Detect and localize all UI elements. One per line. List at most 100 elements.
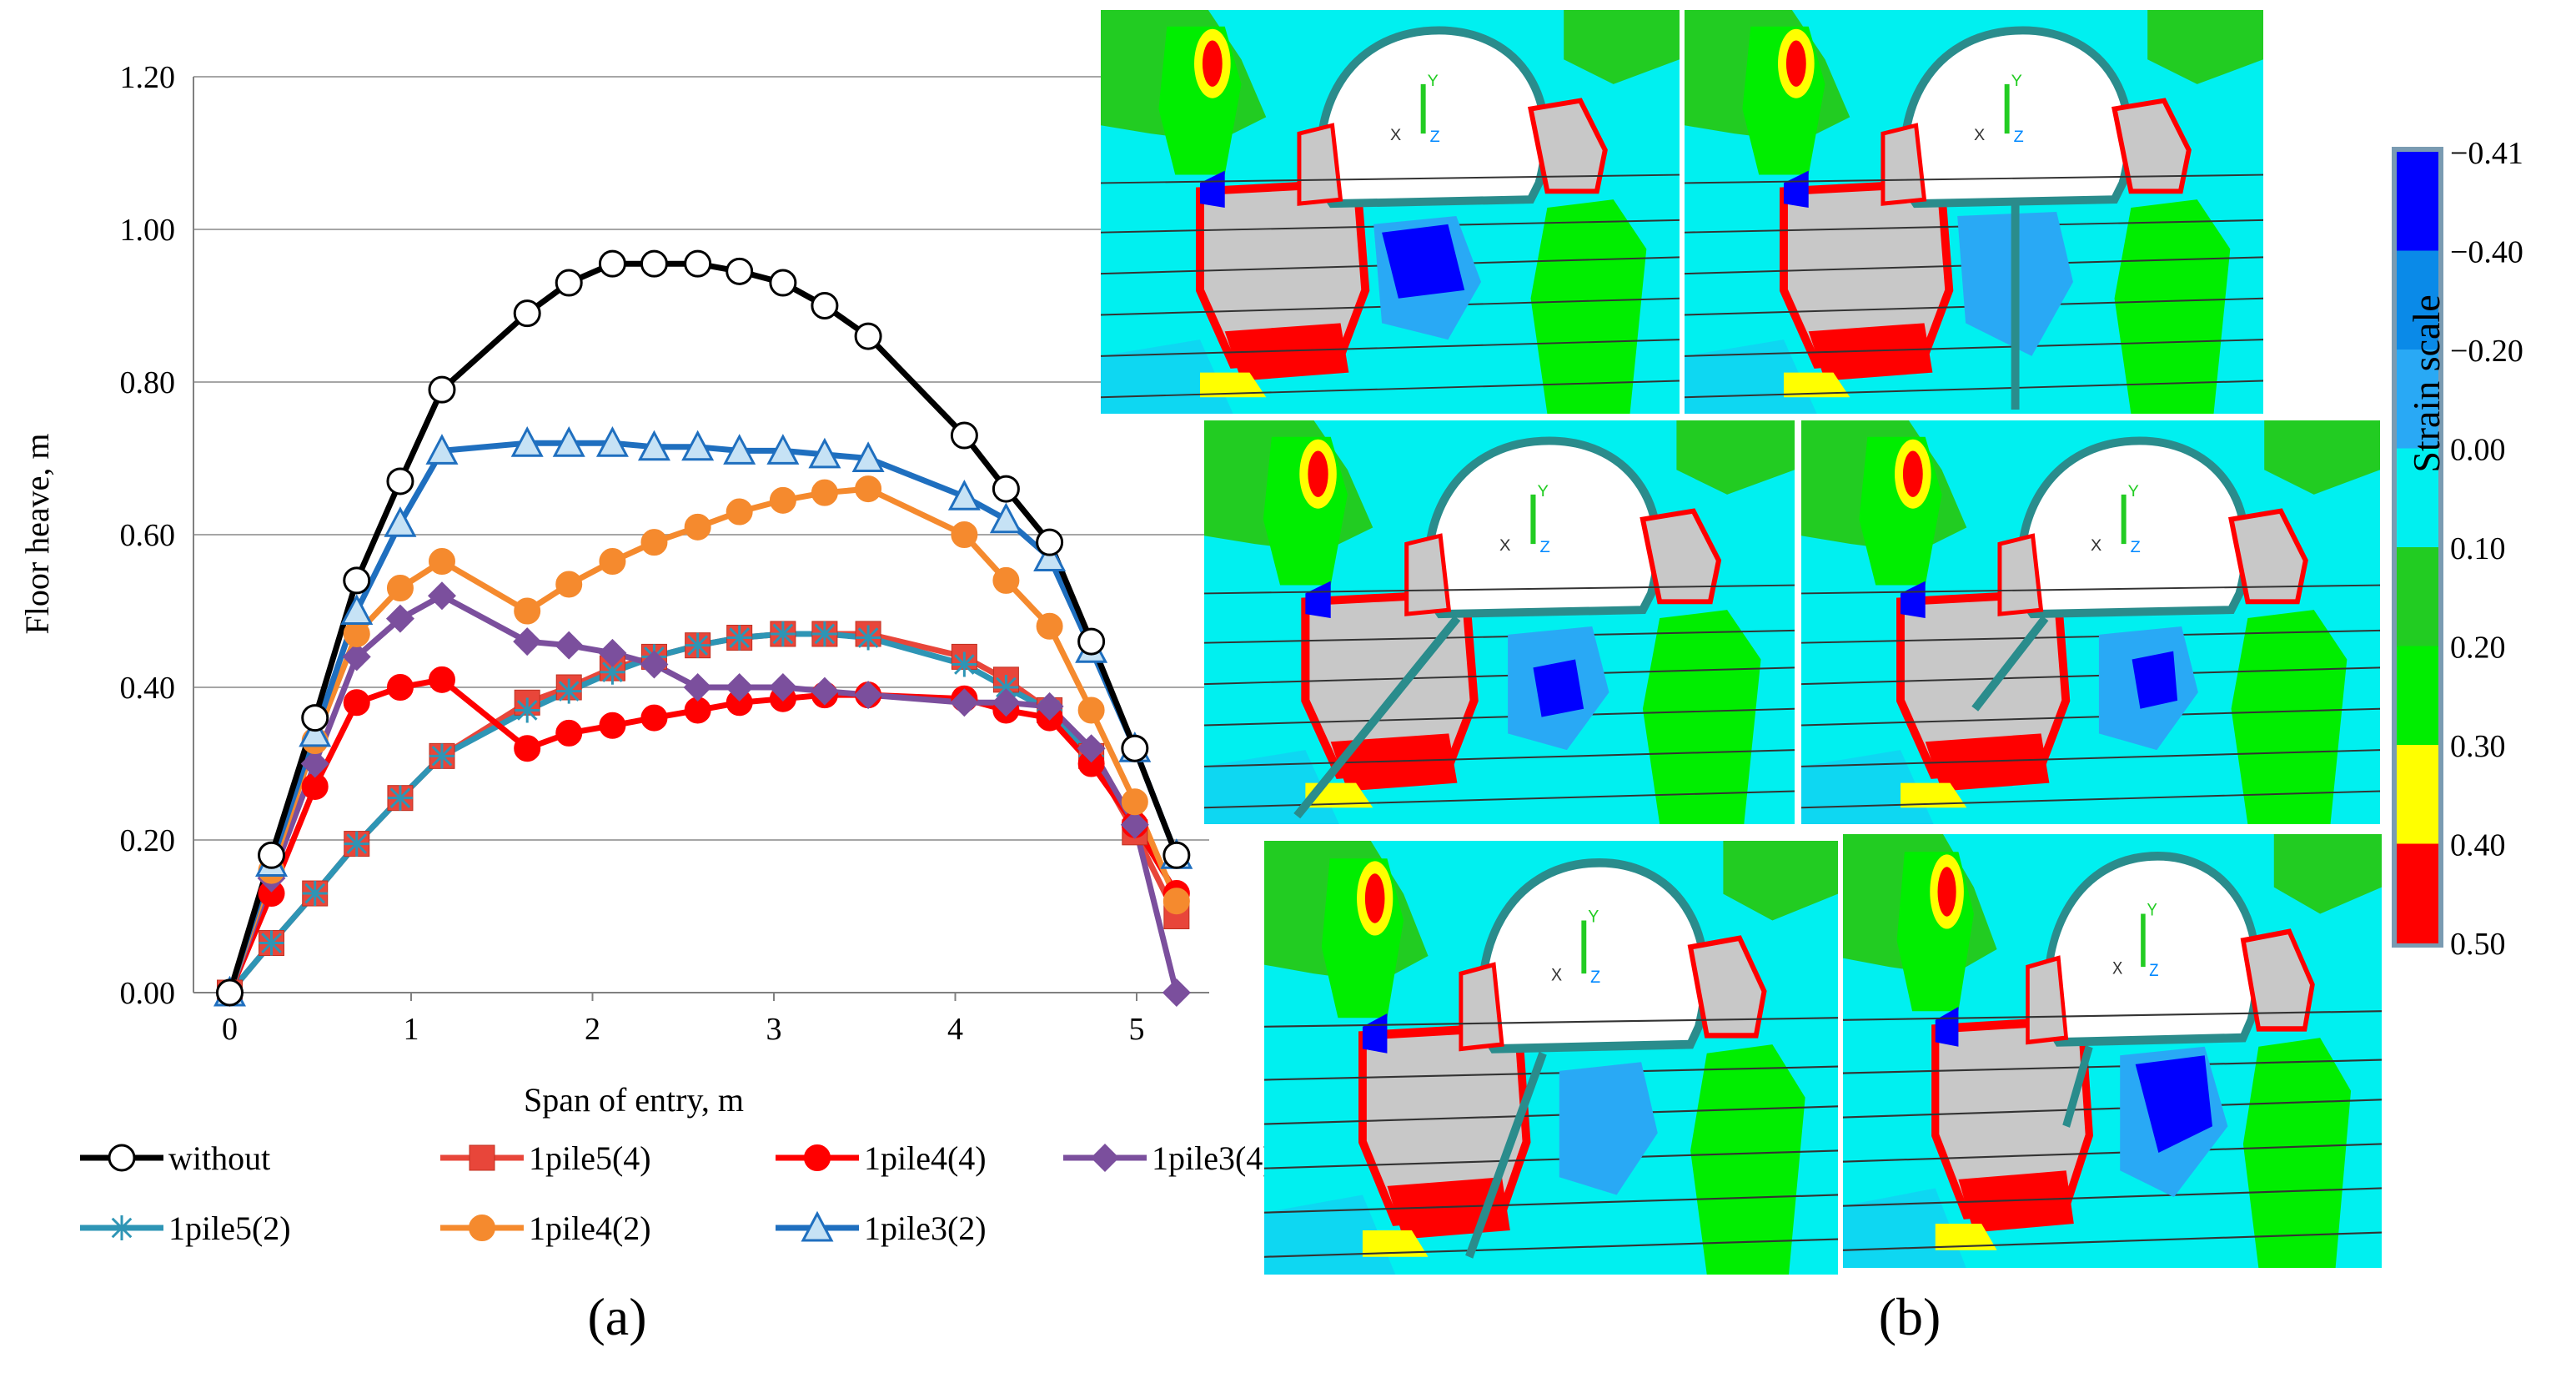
data-point — [513, 627, 542, 656]
contour-pile-medium-inclined — [1264, 841, 1838, 1275]
series-markers — [213, 249, 1193, 1007]
scale-swatch — [2397, 250, 2438, 350]
data-point — [993, 675, 1019, 700]
data-point — [723, 434, 756, 465]
data-point — [992, 475, 1020, 503]
data-point — [259, 930, 284, 956]
data-point — [301, 704, 329, 732]
data-point — [598, 638, 627, 667]
data-point — [1035, 692, 1064, 721]
data-point — [726, 498, 753, 526]
data-point — [514, 597, 541, 625]
data-point — [1121, 788, 1148, 816]
scale-tick-label: −0.40 — [2450, 235, 2523, 270]
data-point — [427, 581, 456, 611]
data-point — [1077, 697, 1105, 724]
data-point — [600, 659, 625, 685]
y-tick-label: 0.00 — [120, 976, 176, 1011]
data-point — [515, 697, 540, 723]
data-point — [428, 375, 456, 404]
data-point — [640, 704, 668, 732]
data-point — [810, 676, 839, 706]
data-point — [1033, 541, 1067, 571]
x-tick-labels: 0 1 2 3 4 5 — [222, 993, 1145, 1047]
data-point — [856, 625, 881, 651]
legend-label: 1pile5(2) — [168, 1210, 291, 1247]
data-point — [683, 673, 712, 702]
scale-tick-label: 0.30 — [2450, 729, 2506, 764]
data-point — [555, 631, 584, 660]
data-point — [1036, 612, 1063, 640]
legend-item-1pile4(4): 1pile4(4) — [776, 1139, 987, 1177]
scale-tick-label: 0.40 — [2450, 828, 2506, 863]
legend-item-1pile3(4): 1pile3(4) — [1063, 1139, 1274, 1177]
legend-label: 1pile5(4) — [529, 1139, 651, 1177]
data-point — [684, 513, 711, 541]
legend-label: 1pile4(4) — [864, 1139, 987, 1177]
data-point — [1077, 734, 1106, 763]
scale-tick-label: 0.00 — [2450, 433, 2506, 468]
series-markers-without — [216, 249, 1191, 1007]
data-point — [726, 257, 754, 285]
y-tick-label: 1.20 — [120, 60, 176, 95]
data-point — [950, 688, 979, 717]
y-tick-label: 0.40 — [120, 671, 176, 706]
data-point — [1162, 888, 1190, 915]
legend-label: 1pile3(4) — [1152, 1139, 1274, 1177]
data-point — [216, 978, 244, 1007]
data-point — [386, 575, 414, 602]
x-tick-label: 5 — [1129, 1012, 1145, 1047]
scale-swatch — [2397, 843, 2438, 943]
data-point — [599, 548, 626, 576]
x-tick-label: 0 — [222, 1012, 238, 1047]
data-point — [989, 502, 1022, 534]
data-point — [469, 1215, 495, 1241]
legend-item-without: without — [80, 1139, 270, 1177]
legend-item-1pile5(2): 1pile5(2) — [80, 1210, 291, 1247]
data-point — [387, 785, 413, 811]
data-point — [726, 625, 752, 651]
data-point — [725, 673, 754, 702]
data-point — [344, 831, 369, 857]
data-point — [684, 249, 712, 278]
data-point — [952, 651, 977, 677]
data-point — [1036, 528, 1064, 556]
data-point — [555, 269, 583, 297]
data-point — [595, 426, 629, 457]
data-point — [1091, 1144, 1119, 1172]
data-point — [685, 632, 711, 658]
data-point — [640, 249, 668, 278]
data-point — [386, 674, 414, 701]
contour-pile-short-inclined — [1801, 420, 2380, 824]
contour-pile-vertical-center — [1685, 10, 2263, 414]
scale-tick-label: 0.10 — [2450, 531, 2506, 566]
y-tick-label: 0.20 — [120, 823, 176, 858]
scale-swatch — [2397, 350, 2438, 450]
data-point — [804, 1144, 831, 1171]
y-tick-labels: 0.00 0.20 0.40 0.60 0.80 1.00 1.20 — [120, 60, 176, 1011]
data-point — [640, 650, 669, 679]
data-point — [1121, 734, 1149, 762]
data-point — [552, 426, 585, 457]
data-point — [384, 506, 417, 537]
data-point — [555, 571, 583, 598]
legend-label: 1pile3(2) — [864, 1210, 987, 1247]
scale-swatch — [2397, 745, 2438, 845]
x-tick-label: 4 — [947, 1012, 963, 1047]
x-tick-label: 1 — [404, 1012, 419, 1047]
legend-item-1pile3(2): 1pile3(2) — [776, 1210, 987, 1247]
data-point — [851, 441, 885, 472]
data-point — [769, 269, 797, 297]
data-point — [469, 1144, 495, 1171]
x-tick-label: 3 — [766, 1012, 782, 1047]
data-point — [808, 437, 841, 469]
scale-tick-label: 0.50 — [2450, 927, 2506, 962]
data-point — [1120, 810, 1149, 839]
data-point — [514, 735, 541, 762]
contour-pile-short-steep — [1843, 834, 2382, 1268]
data-point — [992, 566, 1020, 594]
data-point — [510, 426, 544, 457]
data-point — [1162, 978, 1191, 1007]
data-point — [640, 529, 668, 556]
